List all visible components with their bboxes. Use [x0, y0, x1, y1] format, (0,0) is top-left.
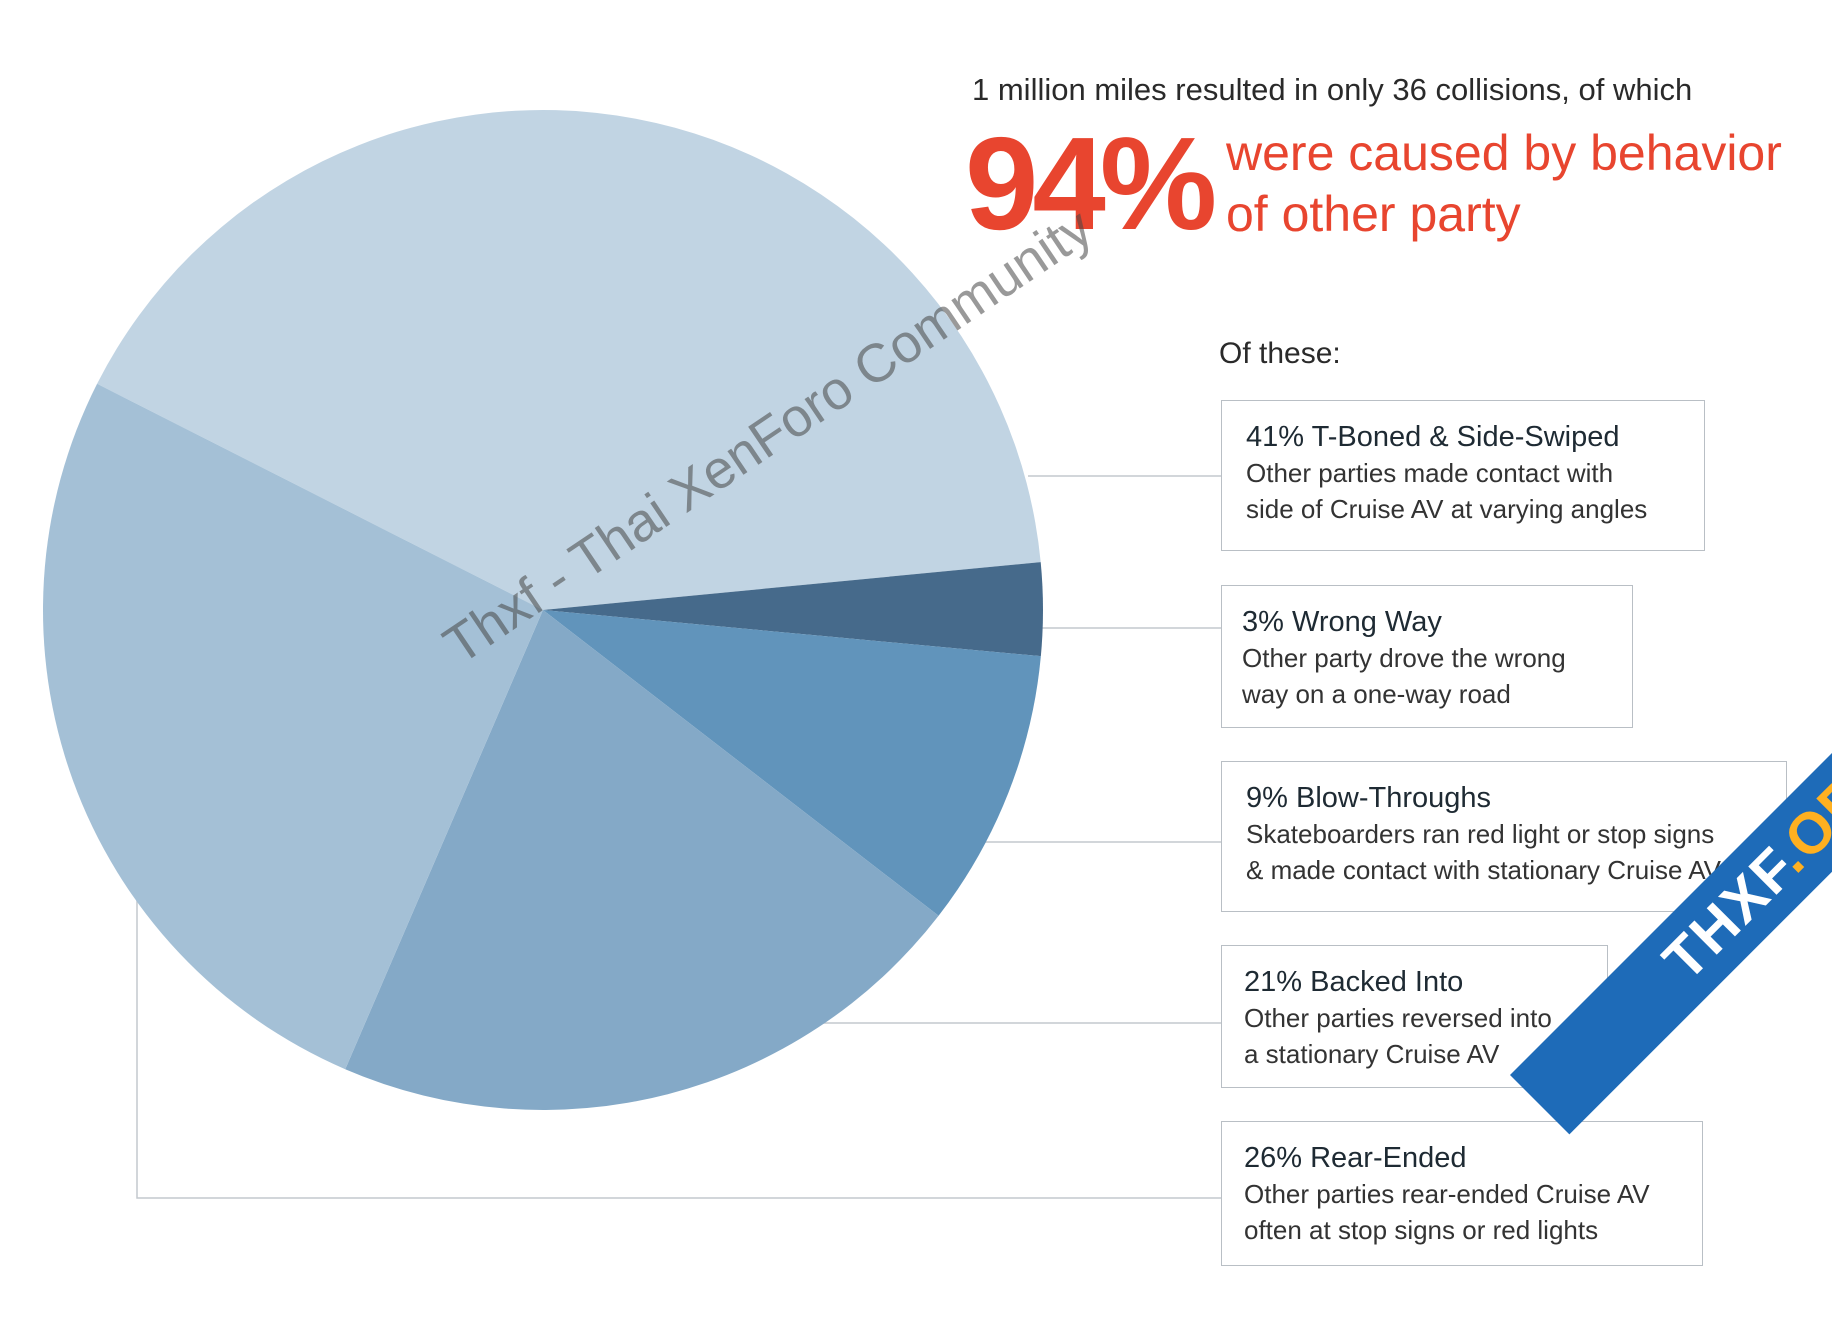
- callout-desc-line2: way on a one-way road: [1242, 679, 1511, 709]
- callout-title: 41% T-Boned & Side-Swiped: [1246, 421, 1620, 453]
- callout-desc-line2: a stationary Cruise AV: [1244, 1039, 1500, 1069]
- callout-desc-line1: Other party drove the wrong: [1242, 643, 1566, 673]
- pie-slice-backed-into: [345, 610, 939, 1110]
- of-these-label: Of these:: [1219, 337, 1341, 370]
- callout-blow-throughs: 9% Blow-Throughs Skateboarders ran red l…: [1221, 761, 1787, 912]
- callout-title: 3% Wrong Way: [1242, 606, 1442, 638]
- callout-desc-line2: side of Cruise AV at varying angles: [1246, 494, 1648, 524]
- callout-desc-line1: Other parties made contact with: [1246, 458, 1614, 488]
- callout-title: 21% Backed Into: [1244, 966, 1464, 998]
- callout-t-boned: 41% T-Boned & Side-Swiped Other parties …: [1221, 400, 1705, 551]
- leader-line-rear-ended: [136, 900, 1221, 1199]
- callout-desc-line2: often at stop signs or red lights: [1244, 1215, 1599, 1245]
- headline-rest-line2: of other party: [1226, 186, 1521, 242]
- pie-slices: [42, 109, 1043, 1110]
- headline-rest-line1: were caused by behavior: [1226, 125, 1782, 181]
- headline-intro: 1 million miles resulted in only 36 coll…: [972, 72, 1693, 107]
- callout-wrong-way: 3% Wrong Way Other party drove the wrong…: [1221, 585, 1633, 728]
- leader-lines: [136, 475, 1221, 1199]
- callout-desc-line1: Other parties reversed into: [1244, 1003, 1552, 1033]
- headline-rest: were caused by behavior of other party: [1226, 123, 1826, 245]
- callout-title: 9% Blow-Throughs: [1246, 782, 1491, 814]
- headline-big-percent: 94%: [965, 110, 1217, 257]
- callout-desc-line1: Skateboarders ran red light or stop sign…: [1246, 819, 1715, 849]
- callout-title: 26% Rear-Ended: [1244, 1142, 1467, 1174]
- pie-slice-wrong-way: [543, 562, 1043, 657]
- callout-backed-into: 21% Backed Into Other parties reversed i…: [1221, 945, 1608, 1088]
- callout-rear-ended: 26% Rear-Ended Other parties rear-ended …: [1221, 1121, 1703, 1266]
- callout-desc-line1: Other parties rear-ended Cruise AV: [1244, 1179, 1650, 1209]
- pie-slice-blow-throughs: [543, 610, 1041, 916]
- callout-desc-line2: & made contact with stationary Cruise AV: [1246, 855, 1721, 885]
- pie-slice-t-boned-side-swiped: [97, 109, 1041, 610]
- pie-slice-rear-ended: [42, 383, 544, 1070]
